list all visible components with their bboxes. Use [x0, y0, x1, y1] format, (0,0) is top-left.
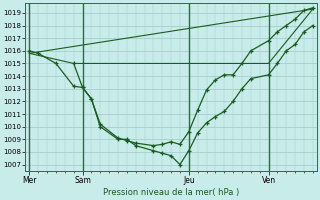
X-axis label: Pression niveau de la mer( hPa ): Pression niveau de la mer( hPa )	[103, 188, 239, 197]
